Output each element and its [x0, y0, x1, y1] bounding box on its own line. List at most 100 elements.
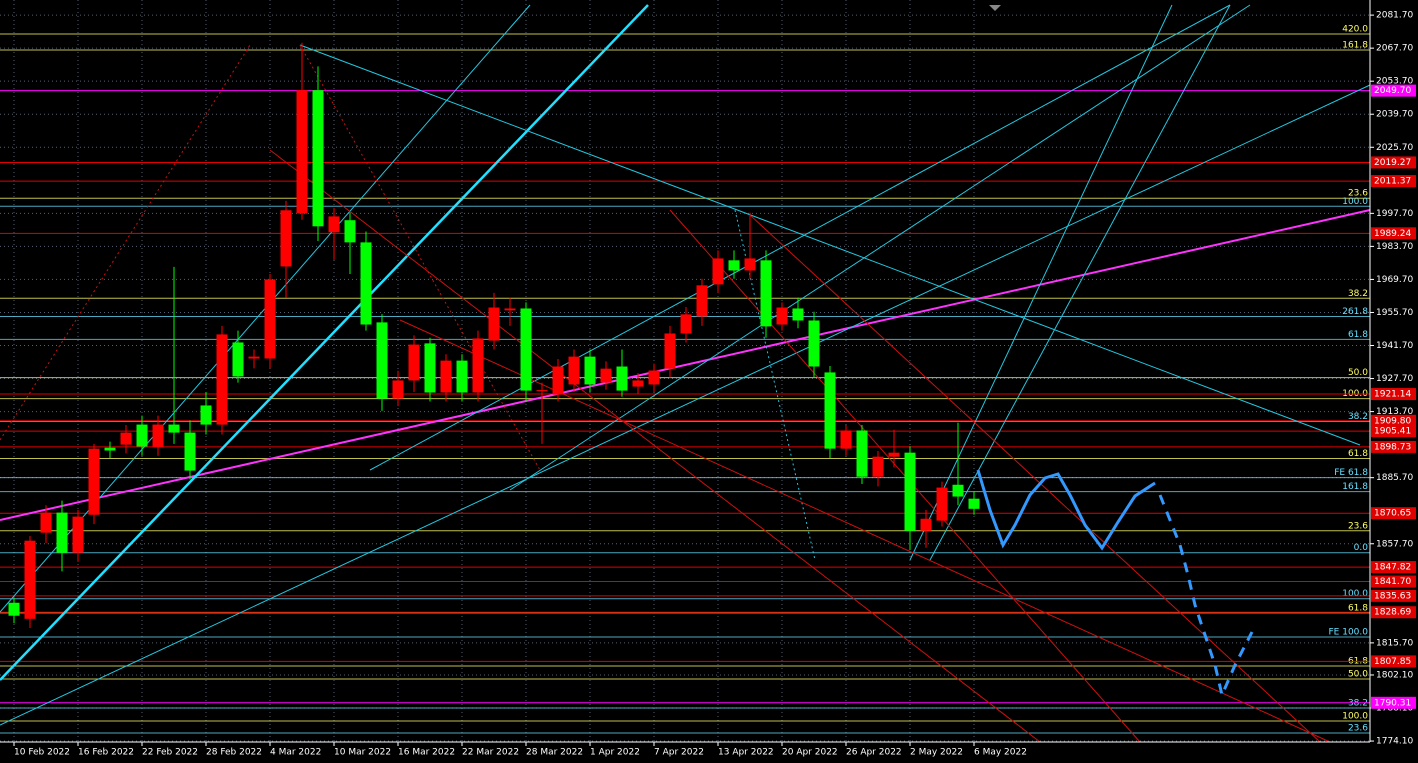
candle-body	[216, 334, 228, 425]
candle-body	[600, 368, 612, 383]
price-level-box	[1371, 655, 1416, 668]
candle-body	[760, 260, 772, 327]
candle-body	[824, 372, 836, 449]
y-tick-label: 1815.70	[1376, 638, 1413, 648]
x-tick-label: 6 May 2022	[974, 748, 1027, 758]
y-tick-label: 1997.70	[1376, 209, 1413, 219]
price-level-label: 2019.27	[1374, 158, 1411, 168]
candle-body	[808, 320, 820, 367]
x-tick-label: 22 Feb 2022	[142, 748, 198, 758]
fib-level-label: 23.6	[1348, 189, 1368, 199]
price-level-box	[1371, 561, 1416, 574]
fib-level-label: 50.0	[1348, 669, 1368, 679]
fib-level-label: 261.8	[1342, 307, 1368, 317]
x-tick-label: 26 Apr 2022	[846, 748, 902, 758]
candle-body	[520, 308, 532, 391]
fib-level-label: 61.8	[1348, 330, 1368, 340]
candle-body	[616, 366, 628, 391]
price-level-label: 1989.24	[1374, 229, 1411, 239]
candle-body	[24, 540, 36, 619]
price-level-box	[1371, 388, 1416, 401]
y-tick-label: 1941.70	[1376, 341, 1413, 351]
price-level-label: 1835.63	[1374, 591, 1411, 601]
candle-body	[312, 90, 324, 227]
candle-body	[456, 360, 468, 393]
fib-level-label: 100.0	[1342, 711, 1368, 721]
candle-body	[248, 356, 260, 359]
price-level-label: 1898.73	[1374, 442, 1411, 452]
fib-level-label: 61.8	[1348, 603, 1368, 613]
candle-body	[472, 338, 484, 393]
price-level-label: 1790.31	[1374, 698, 1411, 708]
x-tick-label: 2 May 2022	[910, 748, 963, 758]
x-tick-label: 10 Mar 2022	[334, 748, 391, 758]
candle-body	[424, 343, 436, 393]
y-tick-label: 1955.70	[1376, 308, 1413, 318]
fib-level-label: 50.0	[1348, 368, 1368, 378]
price-level-label: 1841.70	[1374, 577, 1411, 587]
candle-body	[264, 279, 276, 359]
price-level-box	[1371, 696, 1416, 709]
trend-line	[0, 84, 1371, 726]
candle-body	[696, 285, 708, 317]
price-level-label: 1921.14	[1374, 390, 1411, 400]
candle-body	[8, 602, 20, 616]
trend-line	[749, 214, 1321, 743]
trend-line	[909, 4, 1173, 561]
x-tick-label: 7 Apr 2022	[654, 748, 704, 758]
candle-body	[40, 512, 52, 533]
candle-body	[728, 260, 740, 271]
fib-level-label: 0.0	[1354, 543, 1369, 553]
trend-line	[369, 4, 1231, 471]
candle-body	[872, 456, 884, 477]
trend-line	[299, 44, 1361, 446]
candle-body	[328, 216, 340, 233]
fib-level-label: 61.8	[1348, 449, 1368, 459]
y-tick-label: 1885.70	[1376, 473, 1413, 483]
price-level-label: 2011.37	[1374, 177, 1411, 187]
candle-body	[72, 516, 84, 553]
candle-body	[680, 314, 692, 334]
price-level-box	[1371, 175, 1416, 188]
fib-level-label: 38.2	[1348, 289, 1368, 299]
candle-body	[280, 210, 292, 267]
y-tick-label: 2081.70	[1376, 11, 1413, 21]
y-tick-label: 1913.70	[1376, 407, 1413, 417]
price-level-box	[1371, 156, 1416, 169]
candle-body	[744, 258, 756, 271]
candle-body	[392, 380, 404, 399]
y-tick-label: 1969.70	[1376, 275, 1413, 285]
y-tick-label: 1774.10	[1376, 737, 1413, 747]
fib-level-label: FE 61.8	[1334, 468, 1368, 478]
candle-body	[408, 344, 420, 381]
levels-layer: 420.0161.823.6100.038.2261.861.850.0100.…	[0, 24, 1370, 734]
candle-body	[920, 518, 932, 531]
candle-body	[664, 333, 676, 369]
price-level-label: 1905.41	[1374, 427, 1411, 437]
y-tick-label: 1802.10	[1376, 670, 1413, 680]
candle-body	[232, 342, 244, 377]
candle-body	[184, 432, 196, 471]
fib-level-label: 100.0	[1342, 197, 1368, 207]
candle-body	[712, 258, 724, 285]
fib-level-label: 38.2	[1348, 699, 1368, 709]
price-level-label: 1909.80	[1374, 416, 1411, 426]
fib-level-label: 161.8	[1342, 41, 1368, 51]
price-level-box	[1371, 227, 1416, 240]
candle-body	[648, 370, 660, 385]
candle-body	[168, 424, 180, 433]
candle-body	[88, 448, 100, 515]
fib-level-label: FE 100.0	[1329, 627, 1369, 637]
candle-body	[152, 424, 164, 447]
price-level-box	[1371, 425, 1416, 438]
fib-level-label: 100.0	[1342, 589, 1368, 599]
fib-level-label: 23.6	[1348, 521, 1368, 531]
candle-body	[488, 307, 500, 341]
price-level-label: 1828.69	[1374, 608, 1411, 618]
trend-line	[509, 4, 1251, 491]
candle-body	[136, 424, 148, 447]
y-tick-label: 2053.70	[1376, 77, 1413, 87]
drawings-layer	[0, 4, 1371, 743]
